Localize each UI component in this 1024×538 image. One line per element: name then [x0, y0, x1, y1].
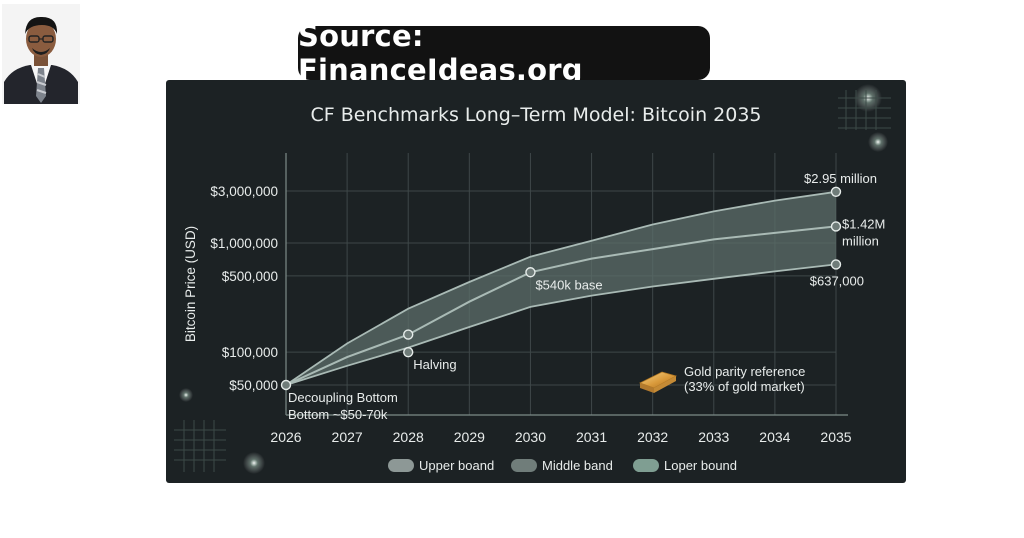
gold-bar-side: [640, 383, 654, 393]
y-tick-label: $500,000: [222, 269, 278, 284]
glow-1: [868, 132, 888, 152]
series-line-loper-bound: [285, 263, 837, 386]
legend-label: Upper boand: [419, 458, 494, 473]
x-tick-label: 2033: [698, 429, 729, 445]
annotation-start-line: Decoupling Bottom: [288, 390, 398, 405]
x-tick-label: 2027: [332, 429, 363, 445]
panel-decoration: [174, 84, 891, 474]
legend-label: Loper bound: [664, 458, 737, 473]
axes: 2026 2027 2028 2029 2030 2031 2032 2033 2034 2035…: [183, 153, 852, 445]
series-lines: [285, 190, 837, 386]
x-tick-label: 2029: [454, 429, 485, 445]
gold-bar-icon: [638, 371, 678, 393]
legend-swatch: [633, 459, 659, 472]
legend-swatch: [388, 459, 414, 472]
x-tick-label: 2034: [759, 429, 790, 445]
annotation-base-line: $540k base: [535, 277, 602, 292]
series-line-upper-boand: [285, 190, 837, 386]
y-tick-label: $1,000,000: [210, 236, 278, 251]
marker-top: [830, 186, 842, 197]
annotation-low-line: $637,000: [810, 273, 864, 288]
legend-swatch: [511, 459, 537, 472]
series-line-middle-band: [285, 225, 837, 386]
annotation-start-line: Bottom ~$50-70k: [288, 407, 388, 422]
marker-base: [525, 267, 536, 278]
source-banner: Source: FinanceIdeas.org: [298, 19, 710, 87]
bitcoin-forecast-chart: 2026 2027 2028 2029 2030 2031 2032 2033 2034 2035…: [174, 84, 891, 474]
glow-2: [243, 452, 265, 474]
x-tick-label: 2035: [820, 429, 851, 445]
annotation-markers: [280, 186, 842, 391]
gold-reference-text: Gold parity reference: [684, 364, 805, 379]
marker-low: [830, 259, 842, 270]
annotation-top-line: $2.95 million: [804, 171, 877, 186]
band-area: [286, 191, 836, 385]
band-fill-area: [286, 191, 836, 385]
marker-mid: [830, 221, 842, 232]
gold-bar-front: [654, 376, 676, 393]
chart-panel: 2026 2027 2028 2029 2030 2031 2032 2033 2034 2035…: [166, 80, 906, 483]
x-tick-label: 2028: [393, 429, 424, 445]
marker-halving-mid: [403, 329, 414, 340]
chart-title: CF Benchmarks Long–Term Model: Bitcoin 2…: [311, 104, 762, 126]
author-avatar: [2, 4, 80, 104]
annotation-labels: Decoupling Bottom Bottom ~$50-70k Halving $…: [288, 171, 885, 422]
x-tick-label: 2026: [270, 429, 301, 445]
y-tick-label: $100,000: [222, 345, 278, 360]
y-tick-label: $50,000: [229, 378, 278, 393]
y-axis-label: Bitcoin Price (USD): [183, 226, 198, 342]
y-tick-label: $3,000,000: [210, 184, 278, 199]
x-tick-label: 2030: [515, 429, 546, 445]
x-tick-label: 2031: [576, 429, 607, 445]
annotation-mid-line: million: [842, 233, 879, 248]
annotation-halving-line: Halving: [413, 357, 456, 372]
x-tick-label: 2032: [637, 429, 668, 445]
legend: Upper boand Middle band Loper bound: [388, 458, 737, 473]
marker-halving: [403, 346, 414, 358]
glow-3: [179, 388, 193, 402]
annotation-mid-line: $1.42M: [842, 216, 885, 231]
author-portrait: [2, 4, 80, 104]
gold-reference-text: (33% of gold market): [684, 379, 805, 394]
legend-label: Middle band: [542, 458, 613, 473]
marker-start: [280, 379, 292, 391]
